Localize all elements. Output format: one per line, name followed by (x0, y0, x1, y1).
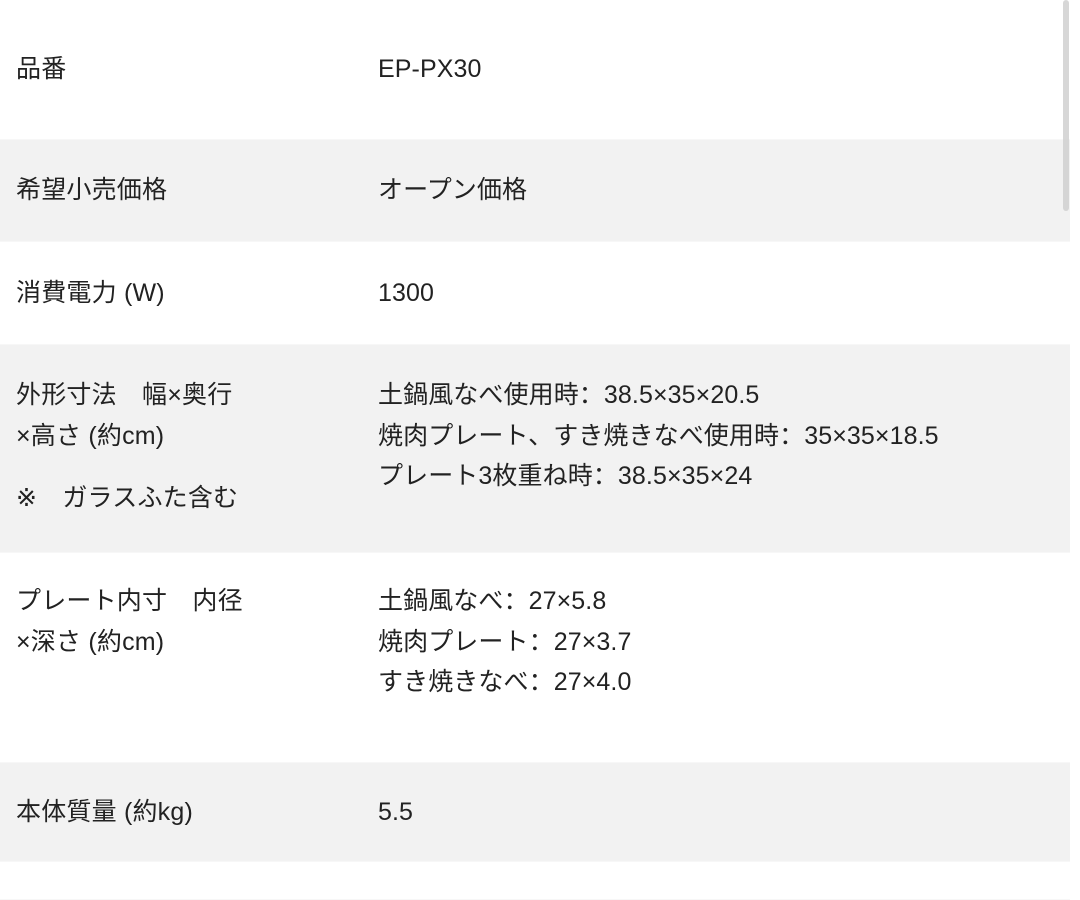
spec-value-text: オープン価格 (378, 176, 528, 205)
table-row: 外形寸法 幅×奥行 ×高さ (約cm) ※ ガラスふた含む 土鍋風なべ使用時：3… (0, 345, 1070, 553)
spec-label-plate-inner-dimensions: プレート内寸 内径 ×深さ (約cm) (0, 581, 378, 662)
spec-label-outer-dimensions: 外形寸法 幅×奥行 ×高さ (約cm) ※ ガラスふた含む (0, 375, 378, 519)
spec-label-text-line1: プレート内寸 内径 (16, 587, 243, 615)
table-bottom-spacer (0, 862, 1070, 900)
spec-label-model: 品番 (0, 49, 378, 90)
spec-value-outer-dimensions: 土鍋風なべ使用時：38.5×35×20.5 焼肉プレート、すき焼きなべ使用時：3… (378, 375, 1070, 497)
spec-value-text-line1: 土鍋風なべ使用時：38.5×35×20.5 (378, 381, 760, 409)
spec-label-text: 消費電力 (W) (16, 278, 165, 307)
spec-value-power: 1300 (378, 273, 1070, 314)
table-row: 希望小売価格 オープン価格 (0, 140, 1070, 242)
spec-label-text-line1: 外形寸法 幅×奥行 (16, 381, 233, 409)
spec-label-text: 品番 (16, 55, 67, 84)
spec-value-text-line3: すき焼きなべ：27×4.0 (378, 668, 632, 696)
table-row: 品番 EP-PX30 (0, 0, 1070, 140)
spec-value-text-line1: 土鍋風なべ：27×5.8 (378, 587, 607, 615)
spec-value-text: 5.5 (378, 797, 414, 826)
spec-value-model: EP-PX30 (378, 49, 1070, 90)
scrollbar-thumb[interactable] (1063, 0, 1069, 211)
table-row: 本体質量 (約kg) 5.5 (0, 763, 1070, 862)
spec-value-plate-inner-dimensions: 土鍋風なべ：27×5.8 焼肉プレート：27×3.7 すき焼きなべ：27×4.0 (378, 581, 1070, 703)
vertical-scrollbar[interactable] (1063, 0, 1069, 900)
spec-label-power: 消費電力 (W) (0, 273, 378, 314)
spec-value-text-line2: 焼肉プレート、すき焼きなべ使用時：35×35×18.5 (378, 421, 939, 450)
table-row: 消費電力 (W) 1300 (0, 242, 1070, 345)
spec-value-text: EP-PX30 (378, 55, 482, 84)
spec-value-text-line3: プレート3枚重ね時：38.5×35×24 (378, 462, 753, 490)
spec-label-text-line2: ×深さ (約cm) (16, 627, 165, 656)
spec-label-weight: 本体質量 (約kg) (0, 792, 378, 833)
spec-label-text: 本体質量 (約kg) (16, 797, 194, 826)
spec-value-text: 1300 (378, 278, 435, 307)
spec-label-text-line2: ×高さ (約cm) (16, 421, 165, 450)
spec-value-price: オープン価格 (378, 170, 1070, 211)
spec-value-weight: 5.5 (378, 792, 1070, 833)
spec-value-text-line2: 焼肉プレート：27×3.7 (378, 627, 632, 656)
spec-label-text: 希望小売価格 (16, 176, 168, 205)
spec-label-note: ※ ガラスふた含む (16, 484, 239, 512)
table-row: プレート内寸 内径 ×深さ (約cm) 土鍋風なべ：27×5.8 焼肉プレート：… (0, 553, 1070, 763)
spec-label-price: 希望小売価格 (0, 170, 378, 211)
